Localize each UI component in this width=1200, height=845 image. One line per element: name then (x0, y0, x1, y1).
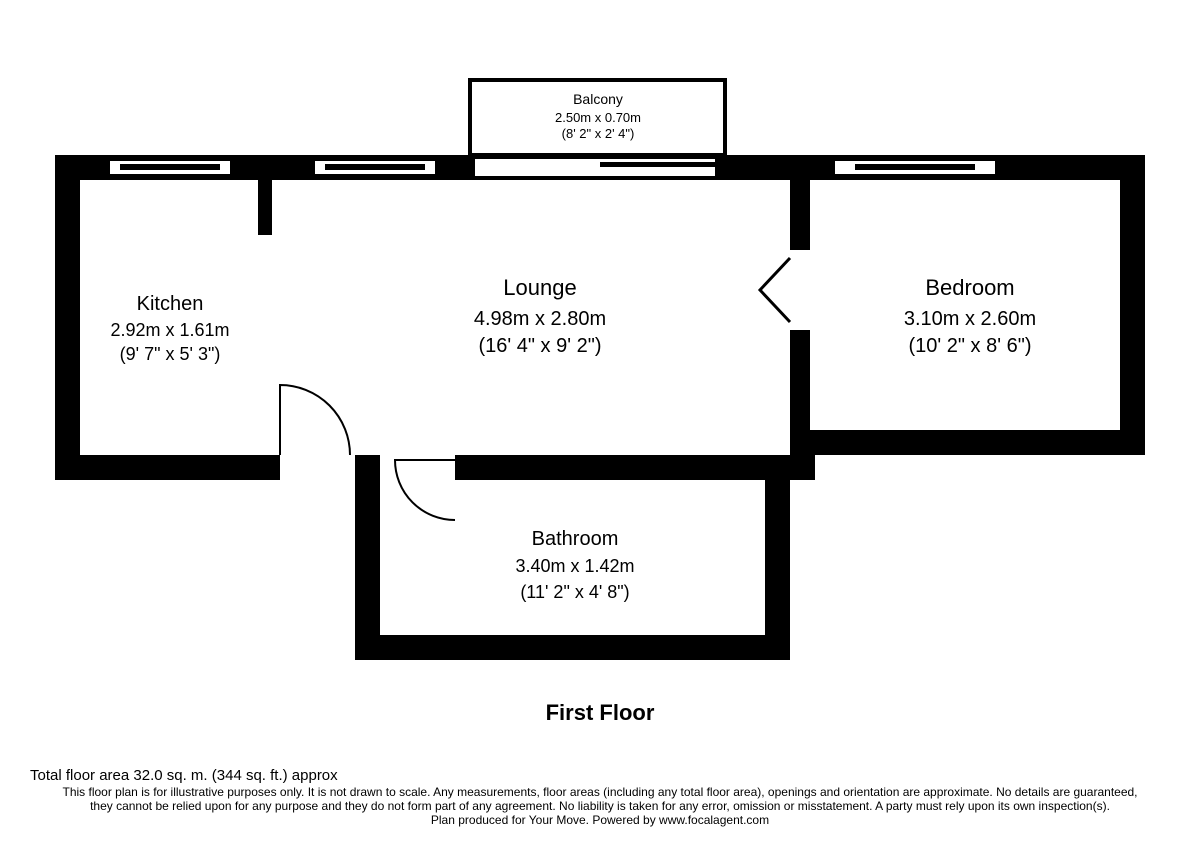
kitchen-metric: 2.92m x 1.61m (110, 320, 229, 340)
kitchen-imperial: (9' 7" x 5' 3") (120, 344, 221, 364)
total-area: Total floor area 32.0 sq. m. (344 sq. ft… (30, 767, 338, 784)
bedroom-name: Bedroom (925, 275, 1014, 300)
lounge-imperial: (16' 4" x 9' 2") (479, 335, 602, 357)
floor-title: First Floor (546, 700, 655, 725)
internal-walls (258, 180, 810, 430)
disclaimer-line-3: Plan produced for Your Move. Powered by … (431, 813, 769, 827)
bathroom-name: Bathroom (532, 528, 619, 550)
kitchen-name: Kitchen (137, 293, 204, 315)
bathroom-imperial: (11' 2" x 4' 8") (520, 582, 629, 602)
disclaimer-line-1: This floor plan is for illustrative purp… (62, 785, 1137, 799)
lounge-metric: 4.98m x 2.80m (474, 308, 606, 330)
balcony-imperial: (8' 2" x 2' 4") (562, 126, 635, 141)
bedroom-metric: 3.10m x 2.60m (904, 308, 1036, 330)
disclaimer-line-2: they cannot be relied upon for any purpo… (90, 799, 1110, 813)
bedroom-imperial: (10' 2" x 8' 6") (909, 335, 1032, 357)
floorplan-canvas: Balcony 2.50m x 0.70m (8' 2" x 2' 4") Lo… (0, 0, 1200, 840)
bathroom-metric: 3.40m x 1.42m (515, 556, 634, 576)
balcony-name: Balcony (573, 91, 623, 107)
lounge-name: Lounge (503, 275, 576, 300)
balcony-metric: 2.50m x 0.70m (555, 110, 641, 125)
